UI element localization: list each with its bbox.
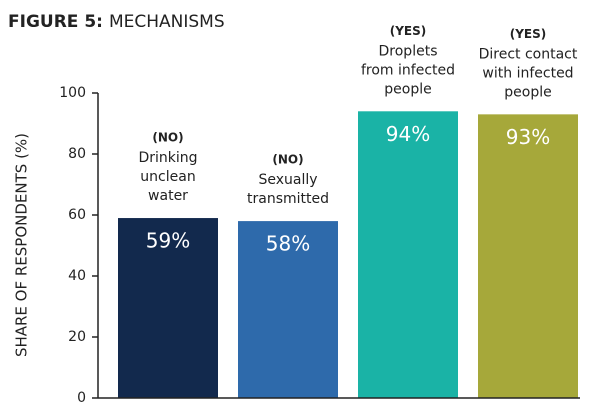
category-label: Sexually transmitted bbox=[247, 172, 329, 207]
value-label: 58% bbox=[266, 232, 310, 256]
category-line: people bbox=[384, 81, 431, 97]
category-line: from infected bbox=[361, 62, 455, 78]
category-tag: (YES) bbox=[510, 27, 547, 41]
y-tick-label: 80 bbox=[68, 146, 86, 162]
value-label: 94% bbox=[386, 122, 430, 146]
category-tag: (YES) bbox=[390, 24, 427, 38]
y-tick-label: 40 bbox=[68, 268, 86, 284]
category-tag: (NO) bbox=[272, 153, 303, 167]
category-line: with infected bbox=[482, 65, 573, 81]
category-tag: (NO) bbox=[152, 131, 183, 145]
category-line: transmitted bbox=[247, 191, 329, 207]
y-axis-label: SHARE OF RESPONDENTS (%) bbox=[13, 133, 31, 357]
category-label: Drinking unclean water bbox=[138, 150, 197, 204]
category-line: unclean bbox=[140, 169, 195, 185]
category-line: Sexually bbox=[258, 172, 317, 188]
chart-title: FIGURE 5: MECHANISMS bbox=[8, 12, 225, 32]
title-text: MECHANISMS bbox=[109, 12, 225, 32]
y-tick-label: 100 bbox=[59, 85, 86, 101]
y-tick-label: 20 bbox=[68, 329, 86, 345]
bar bbox=[238, 221, 338, 398]
category-line: Drinking bbox=[138, 150, 197, 166]
y-tick-label: 0 bbox=[77, 390, 86, 404]
category-line: Droplets bbox=[379, 43, 438, 59]
bar bbox=[478, 114, 578, 398]
bar bbox=[358, 111, 458, 399]
category-line: people bbox=[504, 84, 551, 100]
figure-label: FIGURE 5: bbox=[8, 12, 103, 32]
category-label: Direct contact with infected people bbox=[479, 46, 578, 100]
value-label: 59% bbox=[146, 229, 190, 253]
y-tick-label: 60 bbox=[68, 207, 86, 223]
category-line: water bbox=[148, 188, 188, 204]
bar bbox=[118, 218, 218, 398]
value-label: 93% bbox=[506, 125, 550, 149]
category-label: Droplets from infected people bbox=[361, 43, 455, 97]
category-line: Direct contact bbox=[479, 46, 578, 62]
